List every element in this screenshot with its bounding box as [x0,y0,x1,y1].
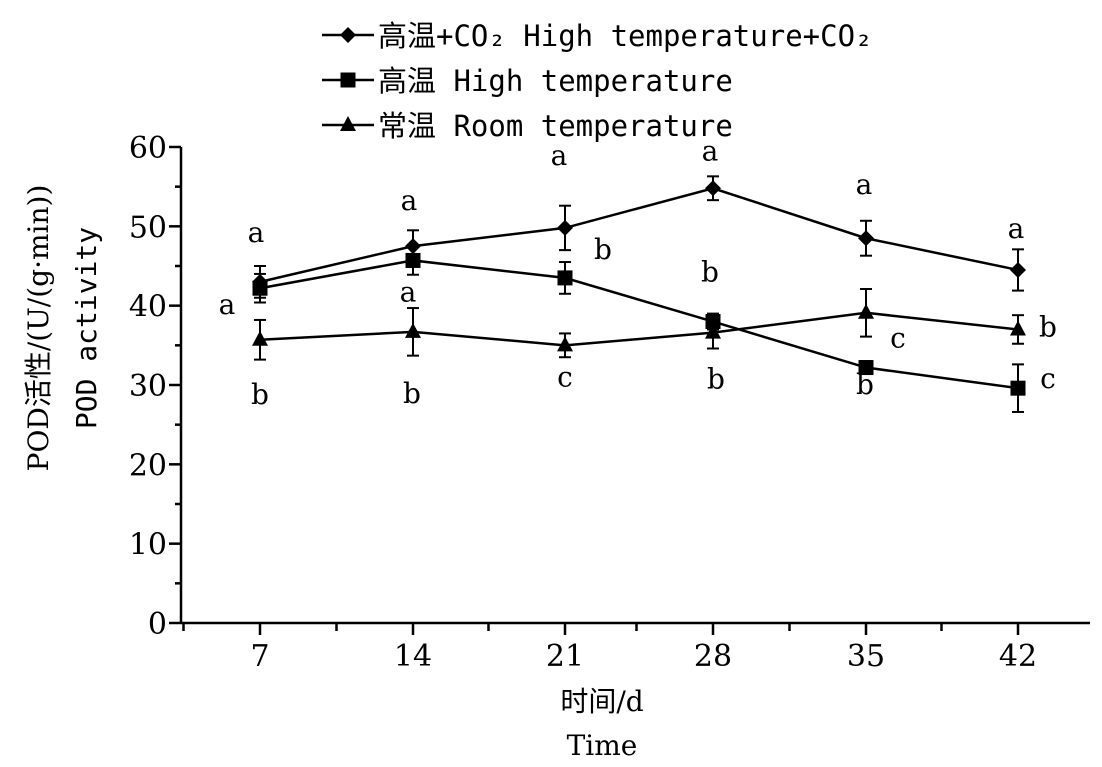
significance-label: a [856,168,873,201]
significance-label: b [856,368,874,401]
data-point [705,180,721,197]
data-point [252,280,268,296]
data-point [557,219,573,236]
y-tick-label: 20 [129,448,167,483]
significance-label: a [248,216,265,249]
significance-label: b [707,363,725,396]
x-tick-label: 21 [546,639,584,674]
significance-label: c [1040,362,1056,395]
significance-label: b [701,256,719,289]
data-point [405,252,421,268]
series-square [252,245,1026,413]
y-axis-title-en: POD activity [70,227,103,429]
data-point [557,336,573,352]
significance-label: a [400,275,417,308]
data-point [858,360,874,376]
data-point [252,330,268,346]
legend-marker [340,72,356,88]
x-tick-label: 14 [394,639,432,674]
significance-label: a [702,134,719,167]
significance-label: b [403,377,421,410]
y-tick-label: 10 [129,528,167,563]
data-point [858,303,874,319]
y-tick-label: 40 [129,290,167,325]
y-tick-label: 0 [148,607,167,642]
data-point [1010,380,1026,396]
x-tick-label: 42 [999,639,1037,674]
data-point [557,270,573,286]
data-point [1010,261,1026,278]
x-ticks: 7 14 21 28 35 42 [182,623,1037,674]
legend-label: 常温 Room temperature [378,109,733,143]
series-line [259,186,1019,284]
data-point [1010,320,1026,336]
significance-label: a [551,139,568,172]
data-point [705,323,721,339]
y-axis-title-cn: POD活性/(U/(g·min)) [22,185,55,472]
significance-label: b [1039,310,1057,343]
legend-label: 高温+CO₂ High temperature+CO₂ [378,19,873,53]
series-line [259,311,1019,347]
y-ticks: 0 10 20 30 40 50 60 [129,131,181,642]
x-axis-title-cn: 时间/d [560,685,643,718]
significance-label: a [219,288,236,321]
significance-label: a [401,184,418,217]
data-point [858,230,874,247]
x-tick-label: 28 [694,639,732,674]
x-axis-title-en: Time [567,729,638,762]
data-point [405,322,421,338]
x-tick-label: 35 [847,639,885,674]
legend-marker [340,116,356,131]
axes [179,147,1090,625]
significance-label: c [890,322,906,355]
y-tick-label: 50 [129,210,167,245]
significance-label: b [251,378,269,411]
y-tick-label: 30 [129,369,167,404]
series-diamond [252,175,1026,299]
legend-label: 高温 High temperature [378,64,733,98]
series-line [259,259,1019,390]
legend: 高温+CO₂ High temperature+CO₂ 高温 High tempe… [322,19,873,143]
series-triangle [252,288,1026,361]
significance-label: b [594,233,612,266]
significance-label: a [1008,212,1025,245]
significance-label: c [557,360,573,393]
x-tick-label: 7 [250,639,269,674]
y-tick-label: 60 [129,131,167,166]
series-layer [252,175,1026,413]
legend-marker [340,27,356,43]
